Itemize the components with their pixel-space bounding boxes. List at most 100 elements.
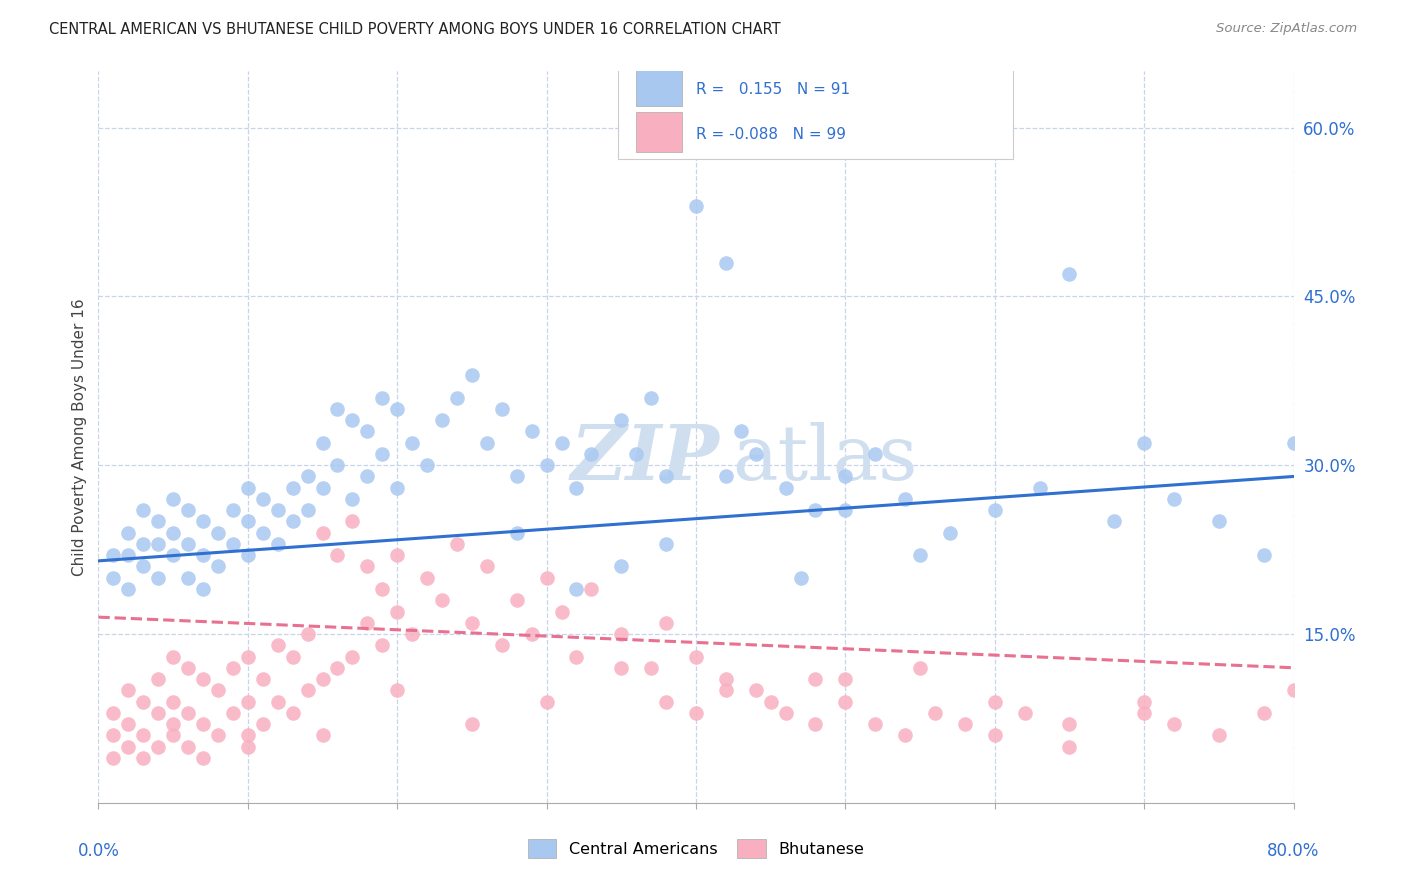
Point	[132, 728, 155, 742]
Point	[685, 199, 707, 213]
Point	[342, 413, 364, 427]
Point	[326, 401, 349, 416]
Point	[714, 683, 737, 698]
Point	[267, 537, 290, 551]
Point	[1059, 267, 1081, 281]
Point	[222, 706, 245, 720]
Point	[385, 683, 409, 698]
Point	[385, 401, 409, 416]
Point	[162, 694, 184, 708]
Point	[267, 503, 290, 517]
Point	[655, 469, 678, 483]
Point	[908, 661, 931, 675]
Point	[446, 537, 468, 551]
Point	[356, 425, 378, 439]
Point	[1208, 728, 1230, 742]
Point	[550, 435, 572, 450]
Point	[162, 728, 184, 742]
Point	[356, 615, 378, 630]
Point	[775, 706, 797, 720]
Point	[326, 661, 349, 675]
Point	[132, 537, 155, 551]
Point	[236, 694, 259, 708]
Point	[236, 548, 259, 562]
Point	[148, 515, 170, 529]
Point	[655, 537, 678, 551]
Point	[430, 413, 453, 427]
Point	[655, 694, 678, 708]
Point	[804, 503, 827, 517]
Point	[1282, 435, 1305, 450]
Point	[789, 571, 811, 585]
Point	[356, 469, 378, 483]
Point	[252, 491, 274, 506]
Point	[103, 728, 125, 742]
Point	[491, 638, 513, 652]
Point	[953, 717, 976, 731]
Point	[371, 582, 394, 596]
Point	[356, 559, 378, 574]
Point	[640, 391, 662, 405]
Point	[730, 425, 752, 439]
Point	[311, 435, 333, 450]
Point	[610, 559, 633, 574]
Point	[326, 458, 349, 473]
Point	[685, 706, 707, 720]
Point	[191, 548, 214, 562]
Point	[475, 435, 498, 450]
Point	[191, 672, 214, 686]
Point	[1133, 435, 1156, 450]
Point	[236, 481, 259, 495]
Point	[804, 672, 827, 686]
Point	[536, 571, 558, 585]
Point	[1163, 717, 1185, 731]
Point	[207, 728, 229, 742]
Point	[148, 672, 170, 686]
Point	[565, 582, 588, 596]
Point	[177, 537, 200, 551]
Point	[461, 615, 484, 630]
Point	[984, 694, 1007, 708]
Point	[865, 717, 887, 731]
Point	[1208, 515, 1230, 529]
Point	[894, 491, 917, 506]
Point	[685, 649, 707, 664]
Point	[610, 627, 633, 641]
Point	[520, 627, 543, 641]
Point	[148, 571, 170, 585]
Point	[565, 649, 588, 664]
Point	[834, 469, 856, 483]
Point	[252, 672, 274, 686]
Point	[117, 525, 139, 540]
Point	[655, 615, 678, 630]
Point	[834, 672, 856, 686]
Point	[775, 481, 797, 495]
Point	[804, 717, 827, 731]
Point	[342, 649, 364, 664]
Point	[984, 503, 1007, 517]
Legend: Central Americans, Bhutanese: Central Americans, Bhutanese	[522, 833, 870, 864]
Point	[894, 728, 917, 742]
Point	[207, 559, 229, 574]
Point	[834, 694, 856, 708]
Point	[132, 751, 155, 765]
Point	[908, 548, 931, 562]
Point	[236, 649, 259, 664]
Point	[371, 638, 394, 652]
Point	[610, 413, 633, 427]
Point	[745, 447, 768, 461]
Point	[103, 548, 125, 562]
Point	[162, 717, 184, 731]
Point	[132, 694, 155, 708]
Point	[430, 593, 453, 607]
Point	[1253, 548, 1275, 562]
Point	[236, 739, 259, 754]
Y-axis label: Child Poverty Among Boys Under 16: Child Poverty Among Boys Under 16	[72, 298, 87, 576]
Point	[267, 694, 290, 708]
Point	[1028, 481, 1050, 495]
FancyBboxPatch shape	[619, 54, 1012, 159]
Point	[311, 728, 333, 742]
Point	[281, 706, 304, 720]
Point	[191, 751, 214, 765]
Point	[640, 661, 662, 675]
